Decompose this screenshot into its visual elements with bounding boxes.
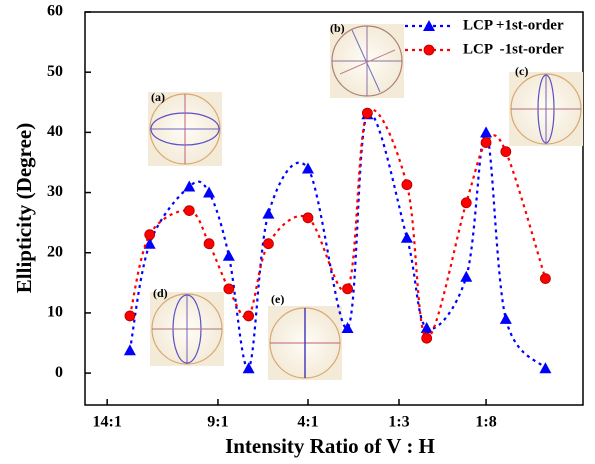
point [203,238,215,250]
point [183,180,196,192]
y-tick-label: 60 [47,3,63,20]
point [203,186,216,198]
x-tick-label: 14:1 [92,414,121,431]
x-tick-label: 1:8 [475,414,496,431]
inset-label: (e) [271,292,284,306]
point [480,137,492,148]
inset-label: (b) [330,21,345,35]
point [539,362,552,374]
x-axis-title: Intensity Ratio of V : H [225,434,435,458]
inset-e [268,306,342,380]
point [361,107,373,119]
point [143,237,156,249]
point [421,332,433,344]
point [401,179,413,191]
y-tick-label: 20 [47,243,63,260]
point [341,321,354,333]
inset-a [148,92,222,166]
point [183,205,195,217]
inset-c [509,72,583,146]
point [460,270,473,282]
x-tick-label: 4:1 [297,414,318,431]
point [124,310,136,322]
series-line [128,108,547,340]
legend-label: LCP -1st-order [463,41,564,57]
point [342,283,353,295]
point [460,197,472,209]
inset-label: (a) [151,90,165,104]
y-tick-label: 50 [47,63,63,80]
point [243,310,255,322]
inset-label: (d) [153,286,168,300]
x-tick-label: 1:3 [388,414,409,431]
point [263,238,274,250]
point [480,126,493,138]
y-tick-label: 10 [47,304,63,321]
point [500,146,512,158]
point [262,207,275,219]
y-tick-label: 30 [47,183,63,200]
legend-label: LCP +1st-order [463,17,564,33]
point [400,231,413,243]
y-tick-label: 0 [55,364,63,381]
plot-frame [84,11,584,406]
legend-marker [423,44,435,56]
point [301,162,314,174]
inset-d [150,292,224,366]
inset-label: (c) [515,64,528,78]
point [420,321,433,333]
point [242,362,255,374]
legend-marker [423,20,435,31]
point [302,212,314,224]
inset-b [330,24,404,98]
point [223,283,235,295]
point [540,273,551,285]
point [222,249,235,261]
point [123,344,136,356]
y-axis-title: Ellipticity (Degree) [12,123,36,293]
y-tick-label: 40 [47,123,63,140]
x-tick-label: 9:1 [207,414,228,431]
point [499,312,512,324]
point [144,229,156,241]
